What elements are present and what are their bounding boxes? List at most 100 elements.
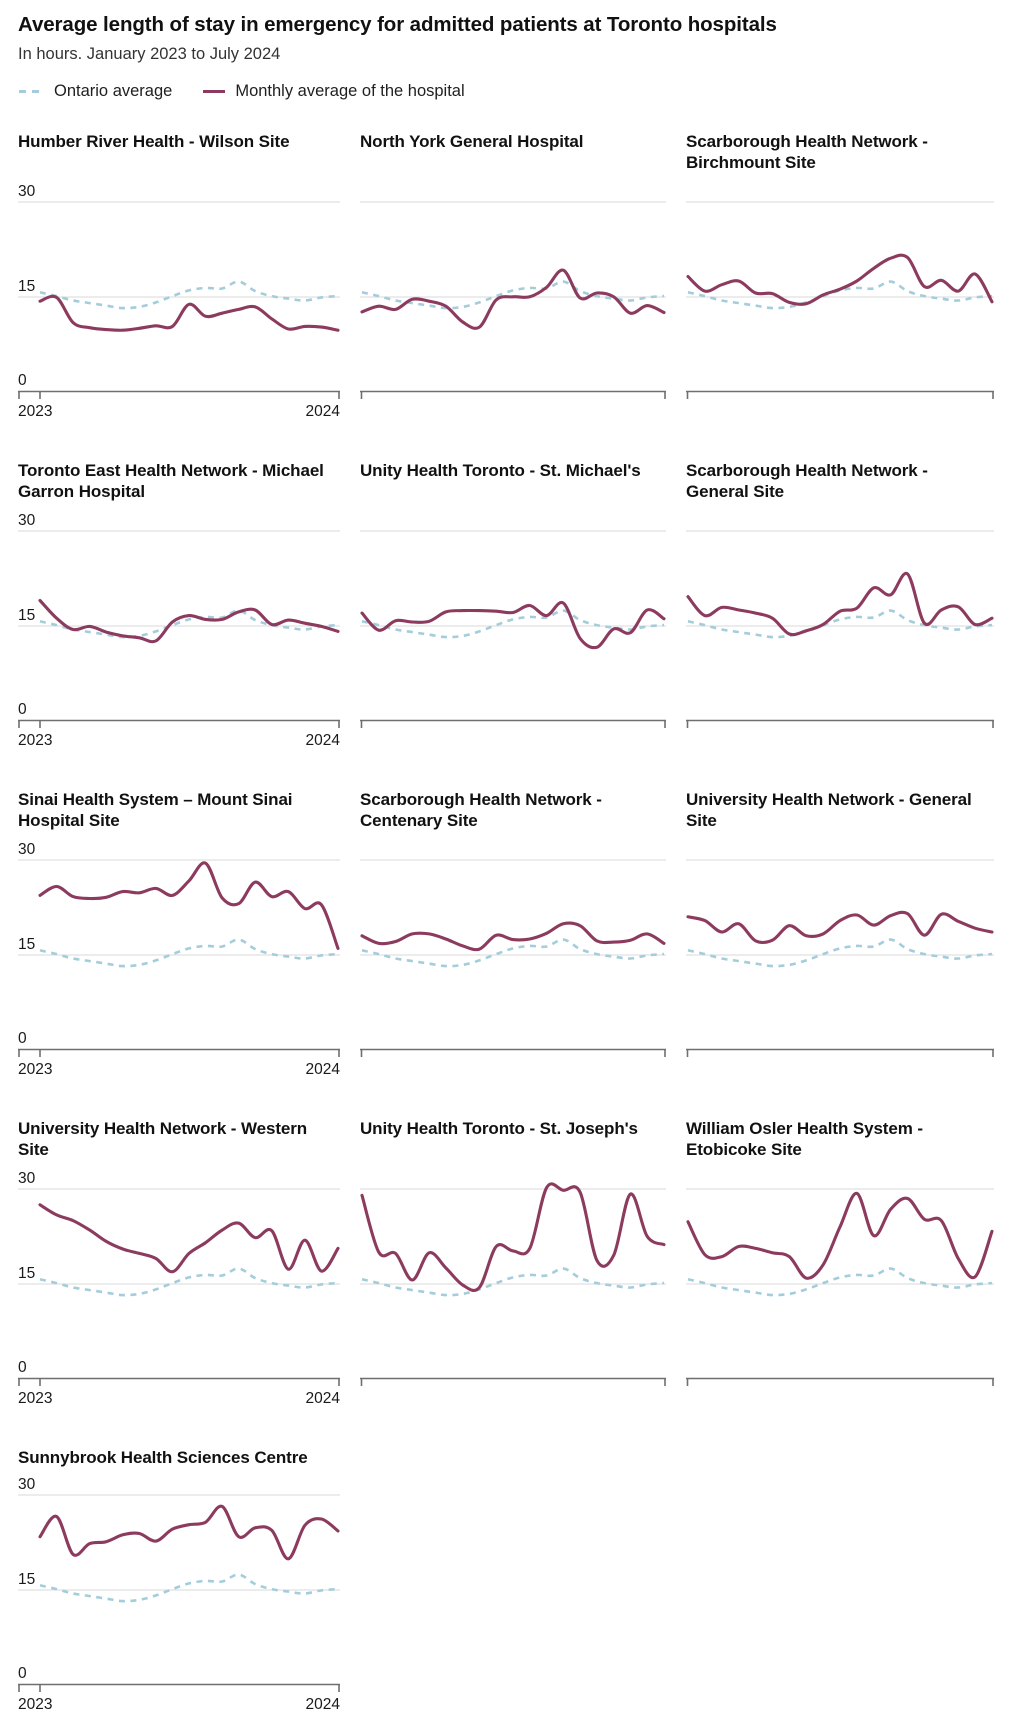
- ontario-average-line: [39, 1573, 339, 1603]
- x-tick-label: 2024: [306, 1696, 340, 1713]
- hospital-panel: William Osler Health System - Etobicoke …: [686, 1118, 994, 1429]
- ontario-average-line: [687, 1267, 993, 1297]
- legend-label: Ontario average: [54, 82, 173, 100]
- panel-chart: 30 15 0 2023 2024: [18, 512, 340, 749]
- ontario-average-line: [39, 609, 339, 639]
- ontario-average-line: [687, 938, 993, 968]
- hospital-panel: University Health Network - Western Site…: [18, 1118, 340, 1429]
- y-tick-label: 0: [18, 1030, 27, 1047]
- legend: Ontario average Monthly average of the h…: [18, 82, 994, 101]
- panel-chart: 30 15 0 2023 2024: [18, 183, 340, 420]
- hospital-average-line: [38, 1203, 340, 1274]
- ontario-average-line: [39, 1267, 339, 1297]
- panel-chart: 30 15 0 2023 2024: [18, 1476, 340, 1713]
- panel-chart: 30 15 0 2023 2024: [18, 841, 340, 1078]
- panel-title: Toronto East Health Network - Michael Ga…: [18, 461, 324, 501]
- panel-title: North York General Hospital: [360, 132, 584, 151]
- y-tick-label: 30: [18, 183, 36, 200]
- hospital-average-line: [686, 571, 994, 637]
- panel-title: Scarborough Health Network - General Sit…: [686, 461, 928, 501]
- ontario-average-line: [687, 280, 993, 310]
- panel-chart: [686, 530, 994, 728]
- hospital-panel: Humber River Health - Wilson Site 30 15 0 20…: [18, 131, 340, 442]
- panel-title: Unity Health Toronto - St. Joseph's: [360, 1119, 638, 1138]
- hospital-average-line: [360, 600, 666, 650]
- y-tick-label: 15: [18, 278, 35, 295]
- legend-label: Monthly average of the hospital: [235, 82, 465, 100]
- ontario-average-line: [39, 938, 339, 968]
- panel-title: Scarborough Health Network - Birchmount …: [686, 132, 928, 172]
- solid-line-icon: [203, 90, 226, 93]
- panel-chart: [360, 530, 666, 728]
- hospital-average-line: [38, 294, 340, 332]
- panel-chart: [686, 201, 994, 399]
- hospital-average-line: [38, 861, 340, 950]
- ontario-average-line: [39, 280, 339, 310]
- y-tick-label: 30: [18, 512, 36, 529]
- hospital-panel: Toronto East Health Network - Michael Ga…: [18, 460, 340, 771]
- hospital-panel: Unity Health Toronto - St. Michael's: [360, 460, 666, 771]
- panel-title: Humber River Health - Wilson Site: [18, 132, 290, 151]
- charts-grid: Humber River Health - Wilson Site 30 15 0 20…: [18, 131, 994, 1735]
- hospital-panel: Scarborough Health Network - General Sit…: [686, 460, 994, 771]
- x-tick-label: 2023: [18, 732, 52, 749]
- panel-title: Sinai Health System – Mount Sinai Hospit…: [18, 790, 293, 830]
- panel-chart: [686, 859, 994, 1057]
- y-tick-label: 30: [18, 1170, 36, 1187]
- panel-title: Scarborough Health Network - Centenary S…: [360, 790, 602, 830]
- hospital-panel: North York General Hospital: [360, 131, 666, 442]
- ontario-average-line: [361, 1267, 665, 1297]
- y-tick-label: 0: [18, 1665, 27, 1682]
- y-tick-label: 15: [18, 936, 35, 953]
- hospital-panel: Scarborough Health Network - Centenary S…: [360, 789, 666, 1100]
- panel-chart: [360, 1182, 666, 1386]
- hospital-panel: Scarborough Health Network - Birchmount …: [686, 131, 994, 442]
- panel-title: William Osler Health System - Etobicoke …: [686, 1119, 923, 1159]
- legend-item-ontario: Ontario average: [18, 82, 172, 101]
- panel-title: University Health Network - Western Site: [18, 1119, 308, 1159]
- panel-chart: 30 15 0 2023 2024: [18, 1170, 340, 1407]
- hospital-average-line: [38, 598, 340, 644]
- y-tick-label: 0: [18, 1359, 27, 1376]
- x-tick-label: 2023: [18, 1061, 52, 1078]
- panel-chart: [360, 201, 666, 399]
- x-tick-label: 2023: [18, 403, 52, 420]
- x-tick-label: 2024: [306, 732, 340, 749]
- panel-title: Unity Health Toronto - St. Michael's: [360, 461, 641, 480]
- ontario-average-line: [361, 938, 665, 968]
- ontario-average-line: [687, 609, 993, 639]
- hospital-panel: Sunnybrook Health Sciences Centre 30 15 0 20…: [18, 1447, 340, 1735]
- hospital-panel: University Health Network - General Site: [686, 789, 994, 1100]
- y-tick-label: 0: [18, 701, 27, 718]
- hospital-average-line: [360, 268, 666, 330]
- x-tick-label: 2023: [18, 1390, 52, 1407]
- dashed-line-icon: [19, 90, 45, 93]
- panel-title: University Health Network - General Site: [686, 790, 972, 830]
- chart-title: Average length of stay in emergency for …: [18, 13, 777, 36]
- hospital-average-line: [686, 910, 994, 945]
- hospital-average-line: [686, 253, 994, 306]
- y-tick-label: 30: [18, 841, 36, 858]
- y-tick-label: 15: [18, 1265, 35, 1282]
- ontario-average-line: [361, 280, 665, 310]
- hospital-average-line: [360, 1182, 666, 1292]
- panel-chart: [686, 1188, 994, 1386]
- hospital-panel: Sinai Health System – Mount Sinai Hospit…: [18, 789, 340, 1100]
- hospital-average-line: [686, 1191, 994, 1280]
- hospital-panel: Unity Health Toronto - St. Joseph's: [360, 1118, 666, 1429]
- legend-item-hospital: Monthly average of the hospital: [202, 82, 465, 101]
- y-tick-label: 30: [18, 1476, 36, 1493]
- y-tick-label: 15: [18, 607, 35, 624]
- panel-chart: [360, 859, 666, 1057]
- ontario-average-line: [361, 609, 665, 639]
- hospital-average-line: [360, 921, 666, 952]
- y-tick-label: 0: [18, 372, 27, 389]
- x-tick-label: 2024: [306, 1061, 340, 1078]
- x-tick-label: 2024: [306, 403, 340, 420]
- x-tick-label: 2024: [306, 1390, 340, 1407]
- x-tick-label: 2023: [18, 1696, 52, 1713]
- y-tick-label: 15: [18, 1571, 35, 1588]
- hospital-average-line: [38, 1504, 340, 1561]
- panel-title: Sunnybrook Health Sciences Centre: [18, 1448, 308, 1467]
